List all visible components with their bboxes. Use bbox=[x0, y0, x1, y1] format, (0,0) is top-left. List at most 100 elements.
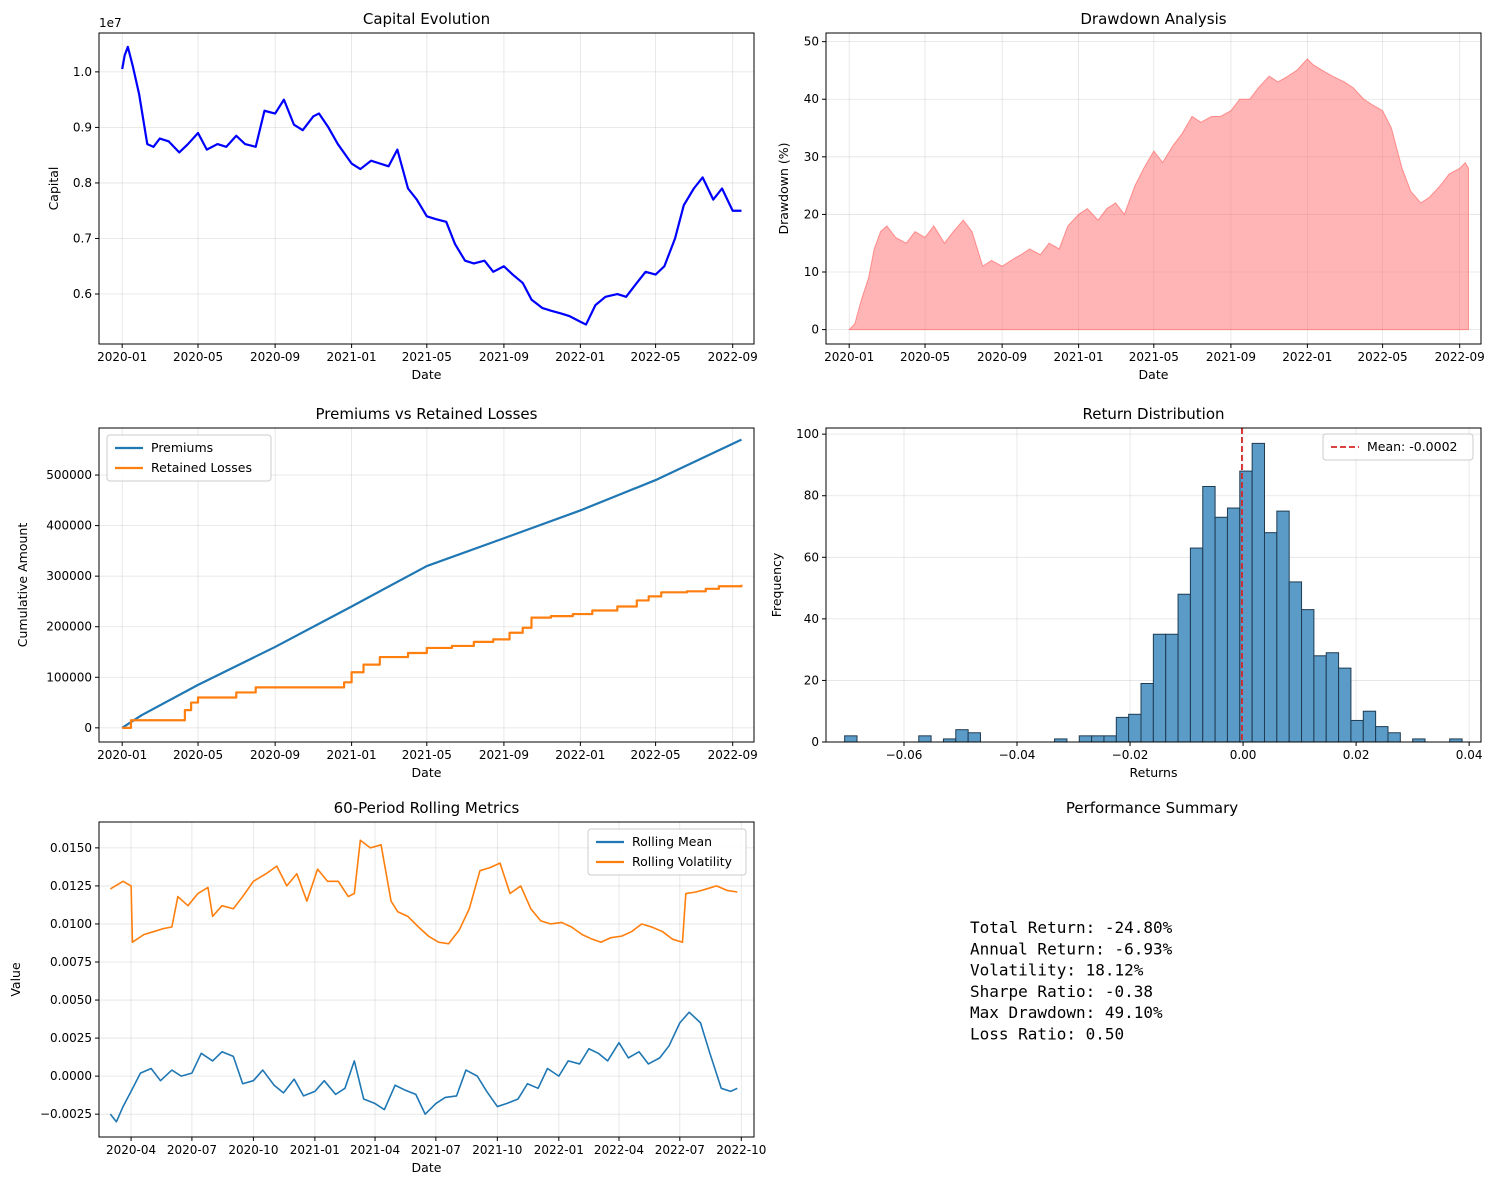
returns-ytick-label: 40 bbox=[804, 612, 819, 626]
rolling-xtick-label: 2021-04 bbox=[350, 1143, 400, 1157]
rolling-ytick-label: 0.0025 bbox=[50, 1031, 92, 1045]
histogram-bar bbox=[1054, 738, 1068, 742]
returns-xtick-label: 0.02 bbox=[1343, 748, 1370, 762]
histogram-bar bbox=[967, 732, 981, 742]
capital-ytick-label: 0.8 bbox=[73, 176, 92, 190]
histogram-bar bbox=[1313, 655, 1327, 742]
rolling-ytick-label: −0.0025 bbox=[40, 1107, 92, 1121]
capital-ytick-label: 0.7 bbox=[73, 231, 92, 245]
histogram-bar bbox=[918, 735, 932, 742]
drawdown-xtick-label: 2020-05 bbox=[900, 350, 950, 364]
premiums-series-line-0 bbox=[121, 438, 742, 729]
returns-plot-area bbox=[844, 428, 1463, 742]
capital-xtick-label: 2020-09 bbox=[250, 350, 300, 364]
drawdown-plot-area bbox=[848, 58, 1469, 331]
premiums-chart: 2020-01 2020-05 2020-09 2021-01 2021-05 2021-… bbox=[15, 405, 758, 780]
capital-xtick-label: 2022-01 bbox=[555, 350, 605, 364]
histogram-bar bbox=[1263, 532, 1278, 742]
histogram-bar bbox=[1251, 442, 1265, 742]
rolling-title: 60-Period Rolling Metrics bbox=[334, 799, 520, 817]
rolling-ytick-label: 0.0075 bbox=[50, 955, 92, 969]
rolling-legend-label: Rolling Mean bbox=[632, 834, 712, 849]
premiums-legend-box bbox=[106, 434, 272, 482]
premiums-xtick-label: 2022-09 bbox=[708, 748, 758, 762]
rolling-legend: Rolling Mean Rolling Volatility bbox=[587, 828, 747, 876]
drawdown-xtick-label: 2020-01 bbox=[824, 350, 874, 364]
premiums-ytick-label: 300000 bbox=[46, 569, 92, 583]
premiums-ytick-label: 0 bbox=[84, 721, 92, 735]
returns-chart: −0.06 −0.04 −0.02 0.00 0.02 0.04 0 20 40 60 80 100 R… bbox=[769, 405, 1482, 780]
drawdown-area bbox=[848, 58, 1469, 331]
premiums-title: Premiums vs Retained Losses bbox=[316, 405, 538, 423]
histogram-bar bbox=[1152, 633, 1167, 742]
rolling-ytick-label: 0.0125 bbox=[50, 879, 92, 893]
capital-series-line-0 bbox=[121, 45, 742, 326]
histogram-bar bbox=[1301, 609, 1315, 742]
premiums-xtick-label: 2020-05 bbox=[173, 748, 223, 762]
histogram-bar bbox=[1091, 735, 1105, 742]
drawdown-chart: 2020-01 2020-05 2020-09 2021-01 2021-05 2021-… bbox=[776, 10, 1485, 382]
rolling-axes-frame bbox=[98, 821, 755, 1138]
returns-legend: Mean: -0.0002 bbox=[1322, 433, 1474, 461]
drawdown-xlabel: Date bbox=[1139, 367, 1169, 382]
rolling-xtick-label: 2021-10 bbox=[472, 1143, 522, 1157]
rolling-ylabel: Value bbox=[8, 962, 23, 997]
histogram-bar bbox=[1202, 485, 1216, 742]
histogram-bar bbox=[955, 729, 969, 742]
drawdown-ylabel: Drawdown (%) bbox=[776, 143, 791, 235]
histogram-bar bbox=[1288, 581, 1303, 742]
performance-summary: Performance Summary Total Return: -24.80%… bbox=[970, 799, 1238, 1044]
returns-xtick-label: −0.02 bbox=[1112, 748, 1149, 762]
histogram-bar bbox=[1338, 667, 1352, 742]
histogram-bar bbox=[1276, 510, 1290, 742]
premiums-ytick-label: 100000 bbox=[46, 670, 92, 684]
rolling-series-line-0 bbox=[109, 1011, 738, 1123]
capital-xtick-label: 2021-01 bbox=[327, 350, 377, 364]
drawdown-ytick-label: 10 bbox=[804, 265, 819, 279]
summary-line: Loss Ratio: 0.50 bbox=[970, 1025, 1124, 1044]
histogram-bar bbox=[1350, 719, 1364, 742]
rolling-xtick-label: 2022-10 bbox=[716, 1143, 766, 1157]
premiums-ytick-label: 400000 bbox=[46, 519, 92, 533]
premiums-legend: Premiums Retained Losses bbox=[106, 434, 272, 482]
rolling-xtick-label: 2020-07 bbox=[167, 1143, 217, 1157]
capital-xtick-label: 2020-01 bbox=[97, 350, 147, 364]
premiums-legend-label: Premiums bbox=[151, 440, 213, 455]
premiums-xlabel: Date bbox=[412, 765, 442, 780]
capital-chart: 2020-01 2020-05 2020-09 2021-01 2021-05 2021-… bbox=[46, 10, 758, 382]
drawdown-ytick-label: 20 bbox=[804, 207, 819, 221]
drawdown-ytick-label: 30 bbox=[804, 150, 819, 164]
capital-xlabel: Date bbox=[412, 367, 442, 382]
premiums-series-line-1 bbox=[122, 584, 743, 729]
rolling-xtick-label: 2022-01 bbox=[534, 1143, 584, 1157]
returns-xtick-label: −0.04 bbox=[999, 748, 1036, 762]
histogram-bar bbox=[1189, 547, 1204, 742]
premiums-xtick-label: 2021-05 bbox=[402, 748, 452, 762]
premiums-ytick-label: 200000 bbox=[46, 620, 92, 634]
histogram-bar bbox=[1375, 726, 1389, 742]
rolling-chart: 2020-04 2020-07 2020-10 2021-01 2021-04 2021-… bbox=[8, 799, 766, 1175]
rolling-ytick-label: 0.0000 bbox=[50, 1069, 92, 1083]
histogram-bar bbox=[1078, 735, 1093, 742]
rolling-xtick-label: 2022-04 bbox=[594, 1143, 644, 1157]
histogram-bar bbox=[1362, 710, 1377, 742]
drawdown-xtick-label: 2021-01 bbox=[1054, 350, 1104, 364]
histogram-bar bbox=[1115, 716, 1130, 742]
returns-ytick-label: 80 bbox=[804, 489, 819, 503]
histogram-bar bbox=[1449, 738, 1463, 742]
drawdown-ytick-label: 50 bbox=[804, 35, 819, 49]
returns-ylabel: Frequency bbox=[769, 552, 784, 617]
capital-ylabel: Capital bbox=[46, 167, 61, 211]
rolling-legend-label: Rolling Volatility bbox=[632, 854, 733, 869]
drawdown-xtick-label: 2021-05 bbox=[1129, 350, 1179, 364]
capital-ytick-label: 0.9 bbox=[73, 120, 92, 134]
histogram-bar bbox=[844, 735, 858, 742]
histogram-bar bbox=[1387, 732, 1401, 742]
summary-line: Sharpe Ratio: -0.38 bbox=[970, 982, 1153, 1001]
premiums-ytick-label: 500000 bbox=[46, 468, 92, 482]
premiums-xtick-label: 2020-09 bbox=[250, 748, 300, 762]
drawdown-ytick-label: 40 bbox=[804, 92, 819, 106]
histogram-bar bbox=[1103, 735, 1117, 742]
rolling-xlabel: Date bbox=[412, 1160, 442, 1175]
returns-xtick-label: 0.00 bbox=[1230, 748, 1257, 762]
